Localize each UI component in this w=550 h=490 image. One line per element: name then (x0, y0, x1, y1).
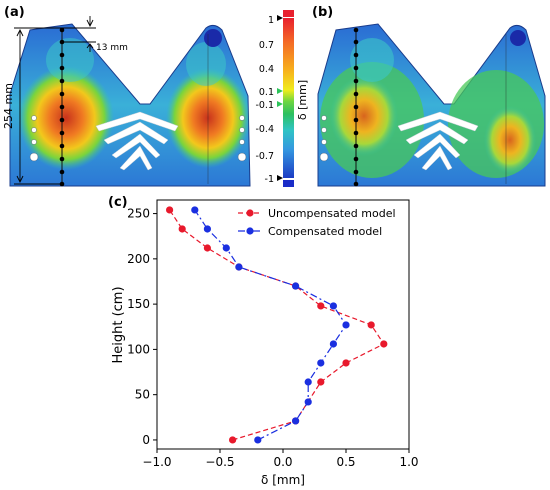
panel-b-hotspot-right (484, 106, 536, 174)
data-point-compensated (222, 244, 230, 252)
colorbar-ticks: 1 0.7 0.4 0.1 -0.1 -0.4 -0.7 -1 (255, 15, 274, 185)
panel-b-upper-cyan (350, 38, 394, 82)
panel-a-label: (a) (4, 5, 25, 20)
x-tick-label: 1.0 (399, 455, 418, 469)
colorbar-tick-label: -0.7 (255, 151, 274, 162)
panel-a-upper-cyan-right (186, 42, 226, 86)
panel-a-chevron-slots (95, 111, 179, 171)
data-point-uncompensated (203, 244, 211, 252)
x-tick-label: −1.0 (142, 455, 171, 469)
panel-a-side-holes (29, 115, 247, 162)
y-tick-label: 100 (127, 342, 150, 356)
colorbar-tick-label: -0.1 (255, 100, 274, 111)
data-point-compensated (203, 225, 211, 233)
panel-b-label: (b) (312, 5, 333, 20)
y-tick-label: 250 (127, 207, 150, 221)
legend-label: Uncompensated model (268, 207, 396, 220)
data-point-uncompensated (367, 321, 375, 329)
legend: Uncompensated model Compensated model (238, 207, 396, 238)
panel-b-side-holes (319, 115, 329, 162)
x-tick-label: −0.5 (205, 455, 234, 469)
series-line-compensated (194, 209, 347, 441)
data-point-compensated (254, 436, 262, 444)
data-point-compensated (304, 378, 312, 386)
colorbar-tick-label: -0.4 (255, 124, 274, 135)
legend-swatch-marker (246, 209, 254, 217)
colorbar-title: δ [mm] (296, 80, 309, 120)
x-tick-label: 0.0 (273, 455, 292, 469)
colorbar-tick-label: 1 (268, 15, 274, 26)
legend-label: Compensated model (268, 225, 382, 238)
panel-a-corner-blob (204, 29, 222, 47)
panel-a-hotspot-left (18, 66, 114, 170)
panel-b-contour: (b) (312, 5, 546, 187)
colorbar-bottom-cap (283, 180, 294, 187)
y-tick-label: 50 (135, 388, 150, 402)
data-point-uncompensated (317, 378, 325, 386)
data-point-compensated (235, 263, 243, 271)
data-point-compensated (304, 398, 312, 406)
x-axis-label: δ [mm] (261, 473, 305, 487)
y-axis-label: Height (cm) (111, 286, 126, 363)
panel-b-measure-points (353, 27, 359, 187)
colorbar-markers (277, 15, 283, 181)
data-point-uncompensated (380, 340, 388, 348)
data-point-compensated (329, 340, 337, 348)
data-point-compensated (292, 282, 300, 290)
panel-a-upper-cyan (46, 38, 94, 82)
panel-b-chevron-slots (397, 111, 479, 171)
y-axis-ticks: 0 50 100 150 200 250 (127, 207, 157, 447)
y-tick-label: 150 (127, 297, 150, 311)
colorbar-tick-label: -1 (265, 174, 274, 185)
data-point-uncompensated (178, 225, 186, 233)
colorbar: 1 0.7 0.4 0.1 -0.1 -0.4 -0.7 -1 δ [mm] (255, 10, 309, 187)
y-tick-label: 0 (142, 433, 150, 447)
panel-b-hotspot-left (330, 76, 398, 156)
data-point-compensated (317, 359, 325, 367)
colorbar-gradient (283, 18, 294, 178)
colorbar-top-cap (283, 10, 294, 17)
data-point-uncompensated (342, 359, 350, 367)
data-point-compensated (191, 206, 199, 214)
panel-a-dimensions (14, 16, 96, 185)
data-point-uncompensated (166, 206, 174, 214)
panel-a-dim-total: 254 mm (2, 83, 15, 129)
colorbar-tick-label: 0.4 (259, 64, 274, 75)
colorbar-tick-label: 0.1 (259, 87, 274, 98)
y-tick-label: 200 (127, 252, 150, 266)
data-point-compensated (342, 321, 350, 329)
data-point-uncompensated (229, 436, 237, 444)
series-line-uncompensated (169, 209, 385, 441)
series-layer (166, 206, 388, 444)
deflection-chart: −1.0 −0.5 0.0 0.5 1.0 0 50 100 150 200 250 δ [mm]… (111, 199, 419, 487)
panel-a-dim-top: 13 mm (96, 43, 128, 53)
data-point-uncompensated (317, 302, 325, 310)
legend-swatch-marker (246, 227, 254, 235)
colorbar-tick-label: 0.7 (259, 40, 274, 51)
data-point-compensated (292, 417, 300, 425)
x-tick-label: 0.5 (336, 455, 355, 469)
data-point-compensated (329, 302, 337, 310)
panel-c-label: (c) (108, 195, 128, 210)
panel-a-contour: 254 mm 13 mm (a) (2, 5, 251, 187)
panel-b-corner-blob (510, 30, 526, 46)
x-axis-ticks: −1.0 −0.5 0.0 0.5 1.0 (142, 449, 419, 469)
